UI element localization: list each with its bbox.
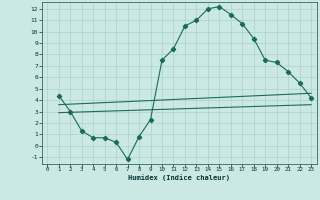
X-axis label: Humidex (Indice chaleur): Humidex (Indice chaleur) [128,174,230,181]
